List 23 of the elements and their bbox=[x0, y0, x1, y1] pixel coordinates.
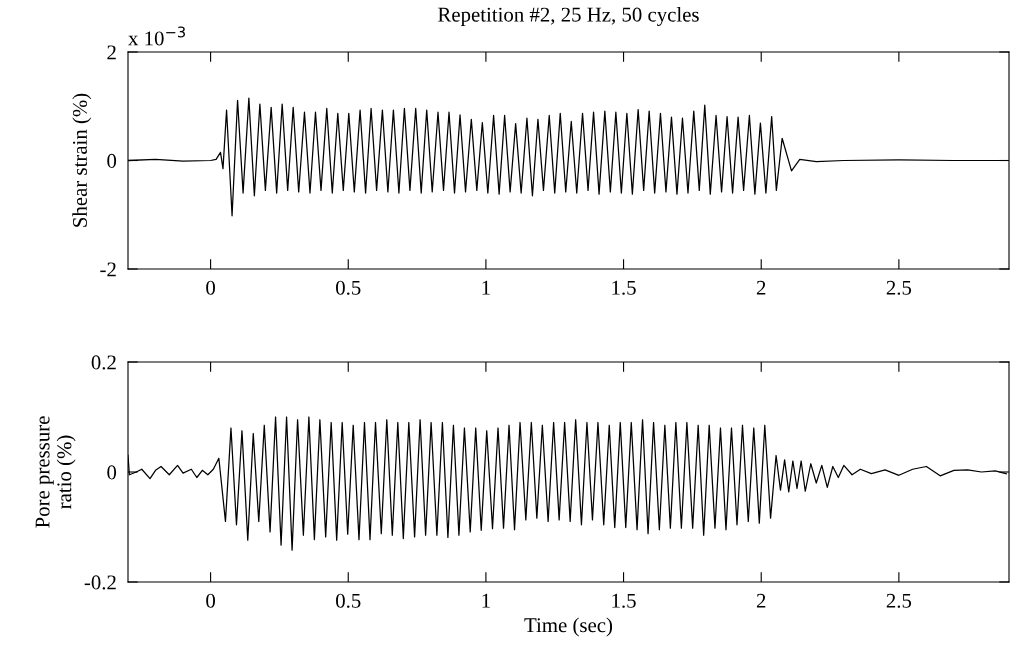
x-tick-label: 0 bbox=[206, 280, 216, 295]
y-tick-label: 0 bbox=[107, 153, 117, 168]
x-tick-label: 2.5 bbox=[886, 280, 912, 295]
y-tick-label: -0.2 bbox=[84, 575, 116, 590]
x-tick-label: 1 bbox=[482, 593, 490, 608]
x-tick-label: 1.5 bbox=[612, 593, 636, 608]
x-tick-label: 2.5 bbox=[886, 593, 912, 608]
x-tick-label: 0.5 bbox=[336, 280, 361, 295]
chart-title: Repetition #2, 25 Hz, 50 cycles bbox=[438, 6, 699, 26]
x-axis-title: Time (sec) bbox=[524, 617, 613, 637]
y-tick-label: -2 bbox=[100, 262, 116, 277]
y-tick-label: 2 bbox=[107, 45, 116, 60]
x-tick-label: 0.5 bbox=[336, 593, 361, 608]
y-tick-label: 0 bbox=[107, 465, 117, 480]
x-tick-label: 2 bbox=[756, 593, 766, 608]
x-tick-label: 1 bbox=[482, 280, 490, 295]
x-tick-label: 1.5 bbox=[612, 280, 636, 295]
text: x 10$^{−3}$ bbox=[128, 26, 185, 46]
y-tick-label: 0.2 bbox=[91, 355, 116, 370]
x-tick-label: 0 bbox=[206, 593, 216, 608]
y-axis-title: Pore pressure ratio (%) bbox=[35, 416, 76, 528]
x-tick-label: 2 bbox=[756, 280, 766, 295]
y-axis-title: Shear strain (%) bbox=[72, 93, 92, 227]
